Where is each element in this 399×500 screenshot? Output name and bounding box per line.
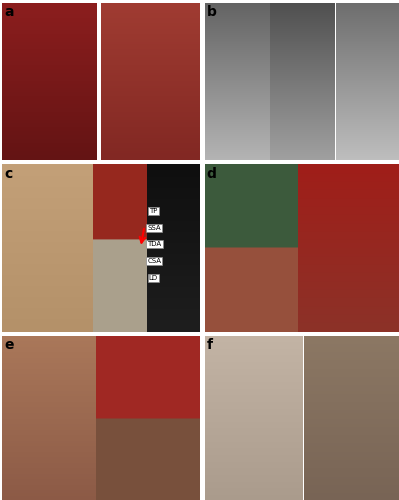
Text: LD: LD — [149, 275, 158, 281]
Text: b: b — [207, 5, 217, 19]
Text: TP: TP — [150, 208, 158, 214]
Text: CSA: CSA — [148, 258, 162, 264]
Text: TDA: TDA — [148, 242, 162, 248]
Text: a: a — [4, 5, 14, 19]
Text: d: d — [207, 166, 217, 180]
Text: e: e — [4, 338, 14, 352]
Text: SSA: SSA — [148, 224, 161, 230]
Text: c: c — [4, 166, 12, 180]
Text: f: f — [207, 338, 213, 352]
